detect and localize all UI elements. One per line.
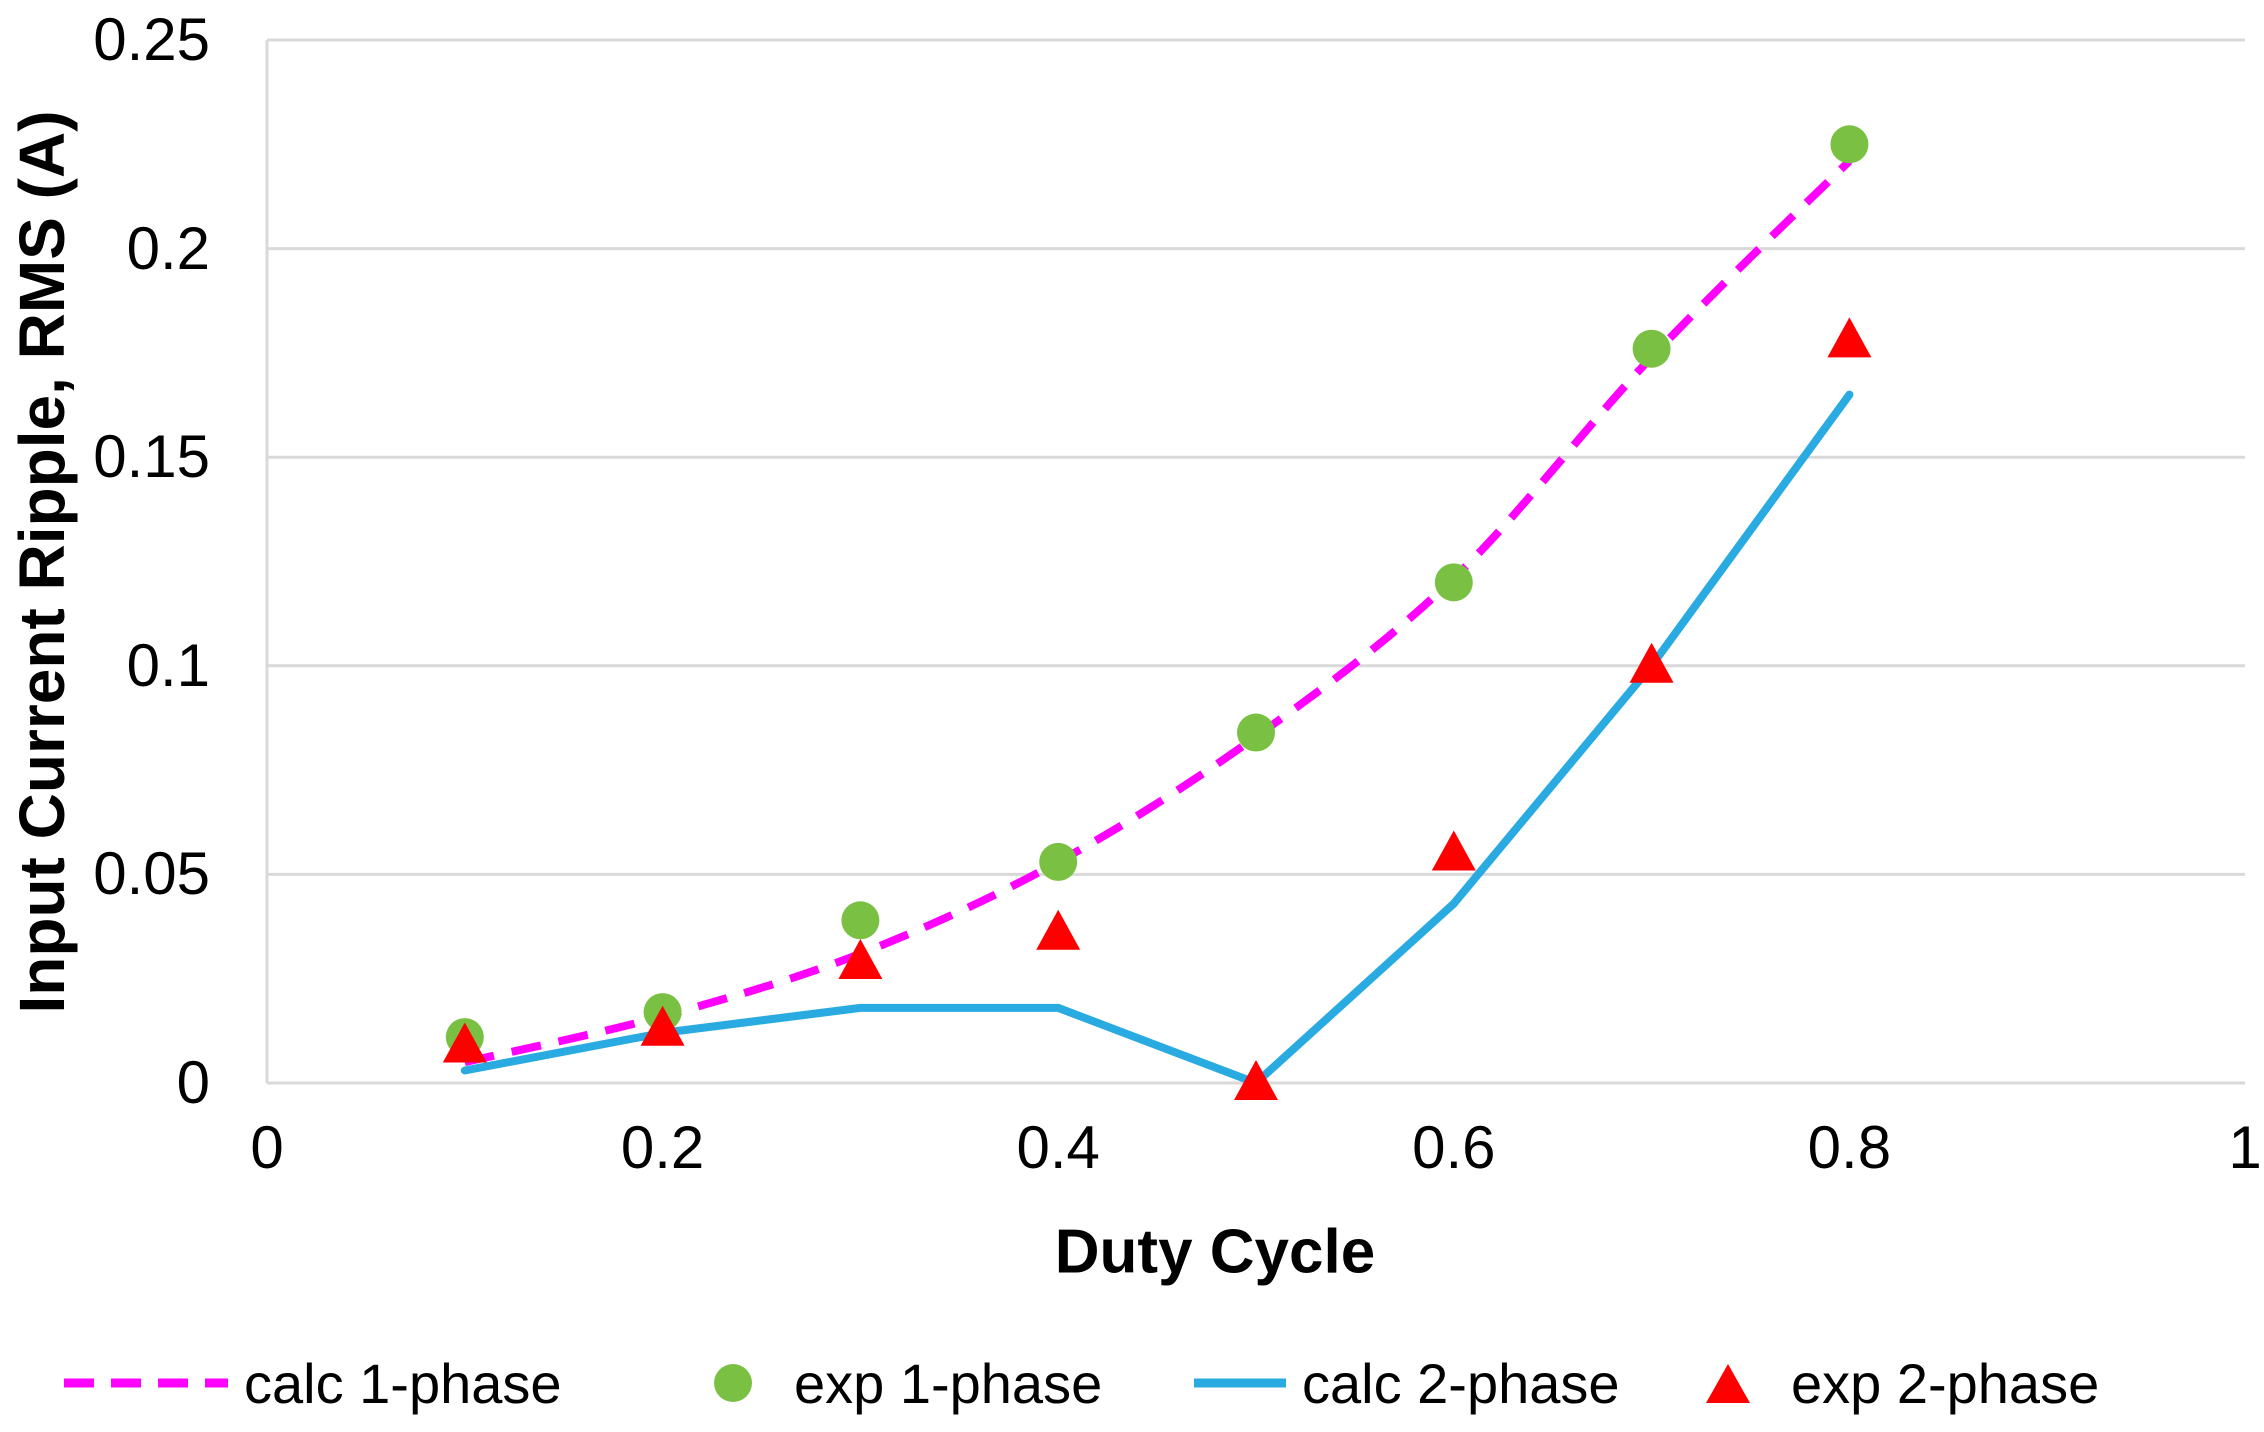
data-point-exp-1-phase <box>1632 329 1671 368</box>
y-axis-title: Input Current Ripple, RMS (A) <box>6 110 78 1014</box>
data-point-exp-2-phase <box>1431 830 1476 871</box>
data-point-exp-1-phase <box>1039 842 1078 881</box>
data-point-exp-2-phase <box>1036 909 1081 950</box>
series-line-calc-2-phase <box>460 390 1854 1087</box>
data-point-exp-1-phase <box>841 901 880 940</box>
data-point-exp-2-phase <box>1827 317 1872 358</box>
data-point-exp-1-phase <box>1434 563 1473 602</box>
data-point-exp-2-phase <box>640 1005 685 1046</box>
data-point-exp-2-phase <box>838 939 883 980</box>
data-point-exp-2-phase <box>442 1022 487 1063</box>
data-point-exp-1-phase <box>1237 713 1275 752</box>
data-point-exp-2-phase <box>1234 1060 1278 1100</box>
data-point-exp-2-phase <box>1629 642 1674 683</box>
x-axis-title: Duty Cycle <box>1054 1217 1376 1287</box>
data-point-exp-1-phase <box>1830 125 1869 164</box>
series-line-calc-1-phase <box>463 158 1853 1067</box>
